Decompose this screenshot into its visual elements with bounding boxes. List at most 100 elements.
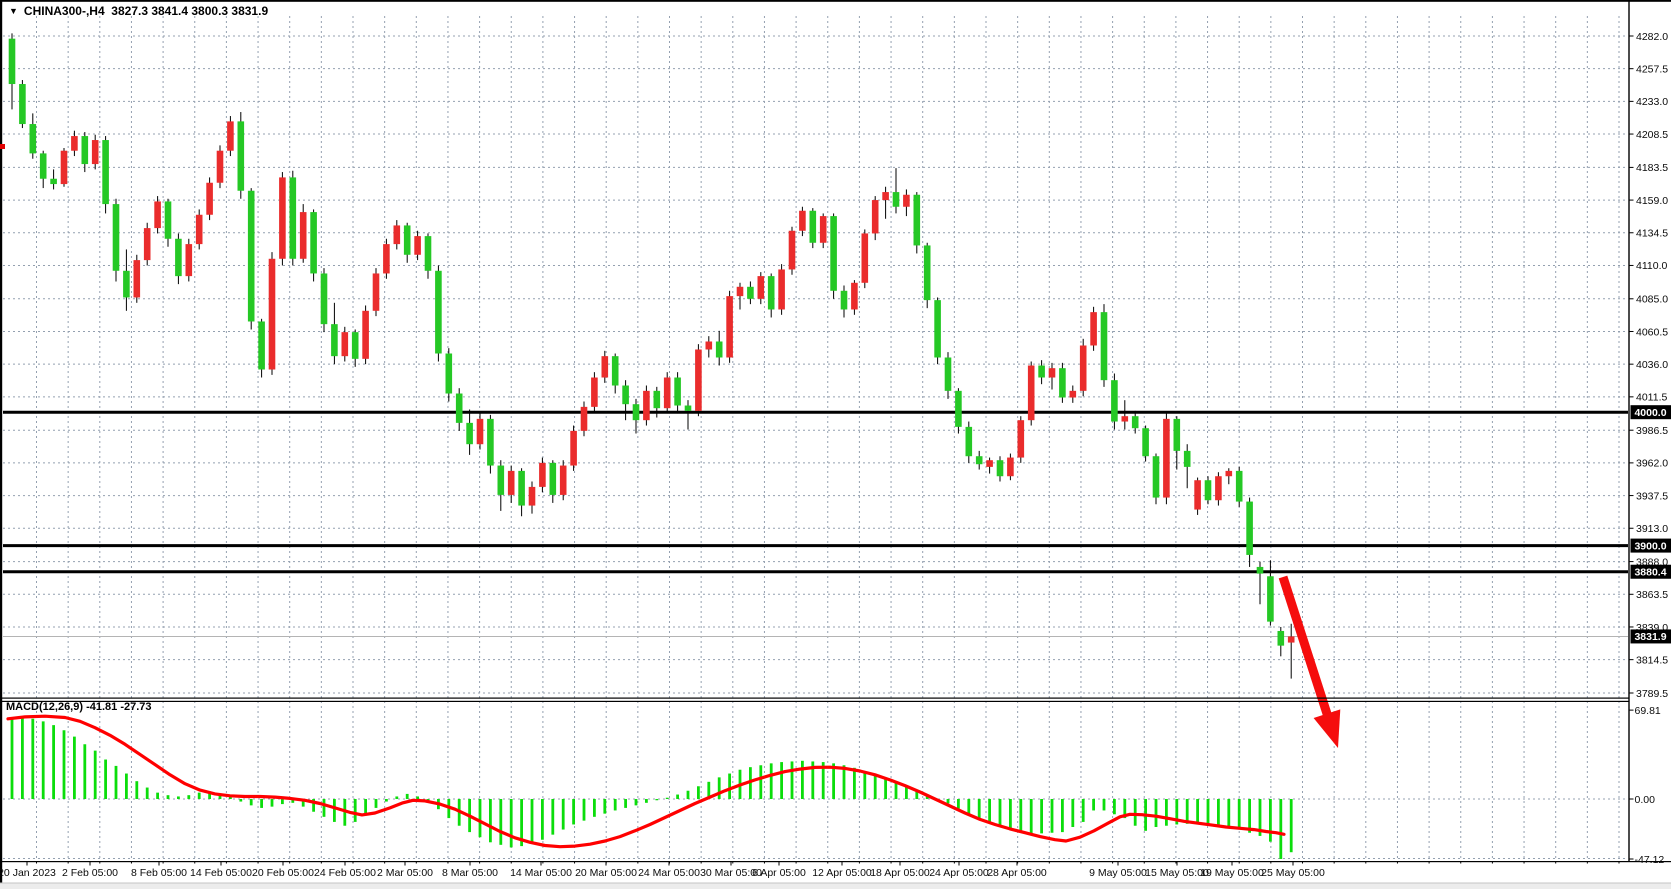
panel-separator-top[interactable] bbox=[0, 697, 1629, 699]
time-tick-label[interactable]: 14 Feb 05:00 bbox=[190, 867, 252, 879]
price-tick-label: 4257.5 bbox=[1636, 63, 1668, 75]
trend-arrow-shaft[interactable] bbox=[1278, 575, 1332, 718]
window-top-border bbox=[0, 0, 1671, 2]
time-tick-label[interactable]: 9 May 05:00 bbox=[1089, 867, 1147, 879]
level-price-badge: 3900.0 bbox=[1630, 538, 1671, 553]
macd-values: -41.81 -27.73 bbox=[86, 701, 152, 713]
price-tick-label: 4110.0 bbox=[1636, 260, 1667, 272]
badge-bg bbox=[1630, 629, 1671, 644]
candle-body-down bbox=[1142, 428, 1149, 457]
candle-body-up bbox=[851, 282, 858, 310]
time-tick-label[interactable]: 24 Feb 05:00 bbox=[314, 867, 376, 879]
bid-price-badge: 3831.9 bbox=[1630, 629, 1671, 644]
candle-body-up bbox=[195, 214, 203, 245]
candle-body-up bbox=[1007, 457, 1014, 477]
candle-body-down bbox=[237, 121, 245, 191]
price-tick-label: 4085.0 bbox=[1636, 294, 1668, 306]
candle-body-down bbox=[1131, 416, 1139, 429]
time-tick-label[interactable]: 20 Jan 2023 bbox=[0, 867, 56, 879]
symbol-dropdown-icon[interactable]: ▼ bbox=[9, 6, 18, 16]
price-tick-label: 4282.0 bbox=[1636, 31, 1668, 43]
time-tick-label[interactable]: 24 Apr 05:00 bbox=[929, 867, 989, 879]
candle-body-up bbox=[393, 225, 401, 245]
time-tick-label[interactable]: 8 Mar 05:00 bbox=[442, 867, 498, 879]
price-tick-label: 4233.0 bbox=[1636, 96, 1668, 108]
candle-body-down bbox=[892, 192, 900, 207]
candle-body-down bbox=[674, 377, 681, 406]
candle-body-down bbox=[331, 324, 338, 357]
candle-body-down bbox=[497, 465, 505, 495]
time-tick-label[interactable]: 20 Feb 05:00 bbox=[252, 867, 314, 879]
candle-body-down bbox=[996, 460, 1004, 477]
candle-body-up bbox=[559, 465, 567, 495]
candle-body-down bbox=[913, 194, 921, 246]
badge-text: 4000.0 bbox=[1634, 407, 1666, 419]
candle-body-down bbox=[611, 356, 619, 386]
time-tick-label[interactable]: 6 Apr 05:00 bbox=[752, 867, 806, 879]
time-tick-label[interactable]: 14 Mar 05:00 bbox=[510, 867, 572, 879]
time-tick-label[interactable]: 19 May 05:00 bbox=[1200, 867, 1264, 879]
candle-body-up bbox=[476, 418, 484, 445]
badge-bg bbox=[1630, 564, 1671, 579]
price-tick-label: 3789.5 bbox=[1636, 688, 1668, 700]
candle-body-up bbox=[663, 377, 671, 409]
candle-body-down bbox=[955, 390, 962, 427]
price-tick-label: 4159.0 bbox=[1636, 195, 1668, 207]
candle-body-down bbox=[1246, 501, 1253, 555]
candle-body-down bbox=[19, 84, 26, 125]
time-tick-label[interactable]: 30 Mar 05:00 bbox=[700, 867, 762, 879]
macd-scale-label: 69.81 bbox=[1635, 705, 1661, 717]
level-price-badge: 4000.0 bbox=[1630, 405, 1671, 420]
price-tick-label: 4183.5 bbox=[1636, 162, 1668, 174]
candle-body-down bbox=[934, 300, 941, 358]
candle-body-down bbox=[247, 190, 255, 322]
time-tick-label[interactable]: 12 Apr 05:00 bbox=[812, 867, 872, 879]
candle-body-down bbox=[1256, 566, 1264, 574]
candle-body-down bbox=[840, 290, 848, 310]
candle-body-up bbox=[601, 356, 609, 378]
candle-body-down bbox=[8, 38, 16, 85]
macd-name: MACD(12,26,9) bbox=[6, 701, 84, 713]
candle-body-down bbox=[1100, 312, 1108, 381]
candle-body-up bbox=[903, 194, 910, 207]
time-tick-label[interactable]: 2 Mar 05:00 bbox=[377, 867, 433, 879]
candle-body-down bbox=[830, 216, 837, 291]
candle-body-down bbox=[289, 177, 297, 259]
candle-body-down bbox=[518, 470, 525, 506]
time-tick-label[interactable]: 24 Mar 05:00 bbox=[638, 867, 700, 879]
panel-separator-bottom[interactable] bbox=[0, 700, 1629, 702]
candle-body-down bbox=[1235, 470, 1243, 502]
badge-bg bbox=[1630, 538, 1671, 553]
candle-body-up bbox=[861, 233, 869, 283]
candle-body-up bbox=[757, 276, 765, 299]
time-tick-label[interactable]: 25 May 05:00 bbox=[1261, 867, 1325, 879]
price-tick-label: 4036.0 bbox=[1636, 359, 1668, 371]
candle-body-down bbox=[351, 332, 359, 359]
candle-body-up bbox=[778, 269, 785, 310]
time-tick-label[interactable]: 28 Apr 05:00 bbox=[987, 867, 1047, 879]
time-tick-label[interactable]: 2 Feb 05:00 bbox=[62, 867, 118, 879]
candle-body-down bbox=[466, 422, 473, 445]
candle-body-up bbox=[788, 230, 796, 270]
time-tick-label[interactable]: 18 Apr 05:00 bbox=[870, 867, 930, 879]
candle-body-down bbox=[435, 270, 442, 354]
candle-body-up bbox=[695, 349, 702, 411]
candle-body-up bbox=[185, 244, 193, 277]
candle-body-down bbox=[403, 225, 411, 255]
candle-body-down bbox=[1038, 365, 1045, 378]
candle-body-up bbox=[580, 406, 588, 431]
candle-body-down bbox=[445, 353, 453, 394]
candle-body-up bbox=[643, 390, 650, 421]
candle-body-up bbox=[507, 470, 515, 495]
candle-body-down bbox=[975, 456, 983, 465]
trend-arrow-head[interactable] bbox=[1313, 709, 1341, 748]
candle-body-up bbox=[1069, 390, 1077, 398]
time-tick-label[interactable]: 8 Feb 05:00 bbox=[131, 867, 187, 879]
candle-body-down bbox=[1183, 450, 1191, 467]
time-tick-label[interactable]: 15 May 05:00 bbox=[1145, 867, 1209, 879]
time-tick-label[interactable]: 20 Mar 05:00 bbox=[575, 867, 637, 879]
candle-body-down bbox=[747, 286, 754, 299]
macd-signal-line bbox=[6, 714, 1286, 849]
